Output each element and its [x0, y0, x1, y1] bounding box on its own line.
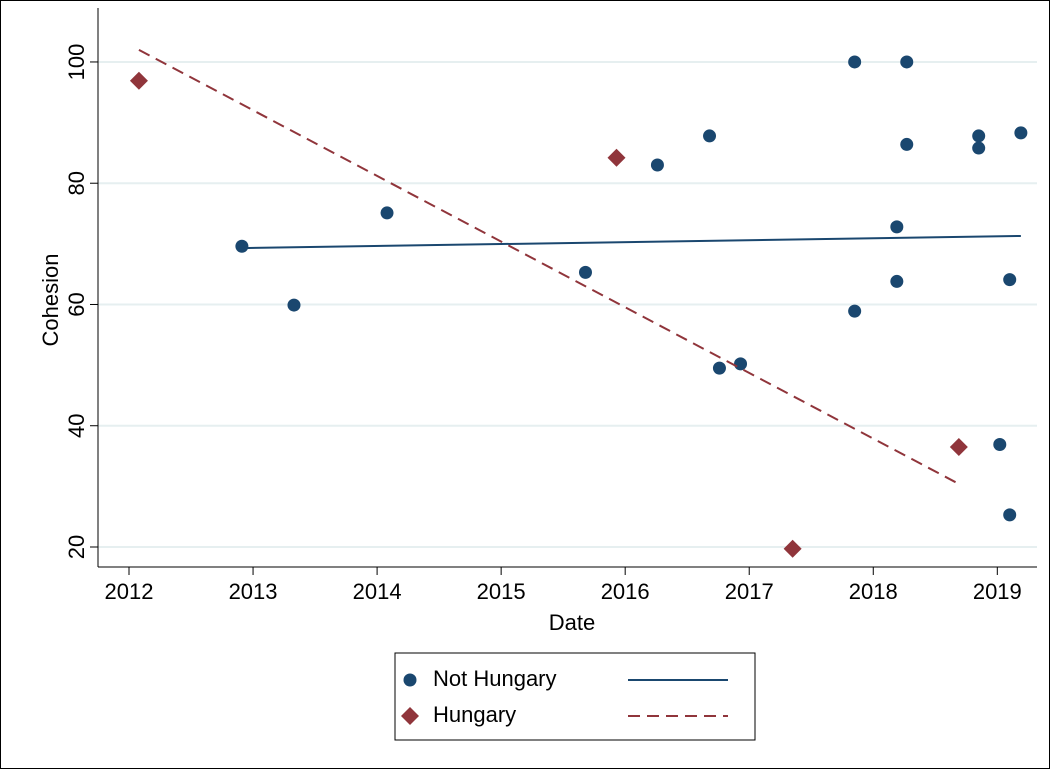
point	[848, 304, 862, 318]
x-tick-label: 2015	[477, 579, 526, 604]
x-tick-label: 2012	[105, 579, 154, 604]
point	[783, 539, 802, 558]
x-tick-label: 2018	[849, 579, 898, 604]
point	[900, 137, 914, 151]
legend-label: Not Hungary	[433, 666, 557, 691]
point	[607, 148, 626, 167]
y-tick-label: 20	[64, 535, 89, 559]
point	[287, 298, 301, 312]
point	[712, 361, 726, 375]
point	[890, 220, 904, 234]
fit-line	[138, 48, 960, 485]
legend-marker	[403, 673, 417, 687]
point	[972, 141, 986, 155]
legend-label: Hungary	[433, 702, 516, 727]
legend-box	[394, 652, 756, 741]
y-axis-label: Cohesion	[38, 254, 63, 347]
y-tick-label: 100	[64, 44, 89, 81]
point	[1003, 508, 1017, 522]
point	[993, 438, 1007, 452]
point	[703, 129, 717, 143]
x-tick-label: 2017	[725, 579, 774, 604]
y-tick-label: 40	[64, 413, 89, 437]
point	[900, 55, 914, 69]
point	[890, 274, 904, 288]
point	[848, 55, 862, 69]
x-tick-label: 2014	[353, 579, 402, 604]
y-tick-label: 80	[64, 171, 89, 195]
legend-marker	[401, 707, 419, 725]
point	[129, 71, 148, 90]
point	[734, 357, 748, 371]
point	[1003, 273, 1017, 287]
x-axis-label: Date	[549, 610, 595, 635]
point	[578, 265, 592, 279]
x-tick-label: 2016	[601, 579, 650, 604]
x-tick-label: 2019	[973, 579, 1022, 604]
point	[949, 437, 968, 456]
x-tick-label: 2013	[229, 579, 278, 604]
y-tick-label: 60	[64, 292, 89, 316]
point	[380, 206, 394, 220]
point	[972, 129, 986, 143]
point	[1014, 126, 1028, 140]
fit-line	[241, 234, 1021, 250]
point	[650, 158, 664, 172]
point	[235, 239, 249, 253]
